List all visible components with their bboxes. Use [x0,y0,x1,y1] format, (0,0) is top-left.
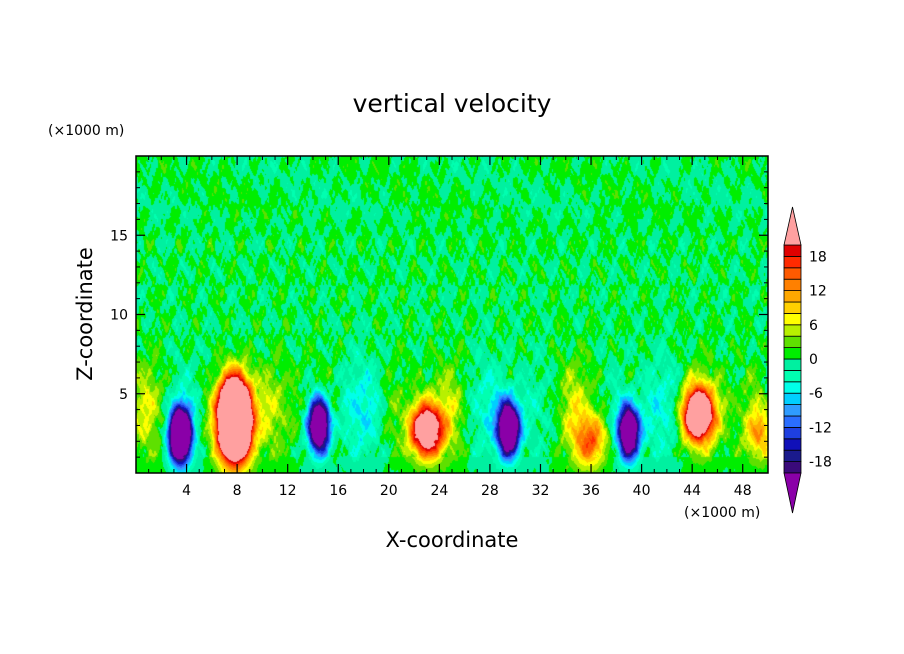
colorbar-bin [783,438,802,451]
x-tick-label: 4 [182,483,191,499]
colorbar-bin [783,461,802,474]
colorbar-bin [783,244,802,257]
colorbar-tick-label: -6 [809,386,823,402]
contour-field [136,156,768,473]
colorbar-bin [783,369,802,383]
colorbar-bin [783,301,802,314]
x-tick-label: 40 [633,483,651,499]
x-tick-label: 48 [734,483,752,499]
x-tick-label: 16 [329,483,347,499]
contour-field-image [136,156,768,473]
colorbar-bin [783,278,802,292]
x-axis-ticks: 4 8 12 16 20 24 28 32 36 40 44 48 [148,156,756,499]
colorbar-bin [783,335,802,349]
x-axis-label: X-coordinate [386,528,519,552]
colorbar-bin [783,415,802,428]
colorbar-bin [783,290,802,303]
colorbar-bin [783,324,802,337]
colorbar-bin [783,381,802,394]
y-axis-label: Z-coordinate [73,247,97,381]
colorbar-tick-label: -12 [809,420,832,436]
y-unit-label: (×1000 m) [48,123,124,139]
colorbar-under-triangle [783,472,802,514]
colorbar-bin [783,392,802,406]
y-tick-label: 5 [119,387,128,403]
colorbar-bin [783,255,802,269]
colorbar-bin [783,426,802,440]
colorbar-bin [783,404,802,417]
colorbar-tick-label: 0 [809,352,818,368]
y-axis-ticks: 5 10 15 [110,171,768,458]
x-tick-label: 36 [582,483,600,499]
x-tick-label: 32 [532,483,550,499]
colorbar-bin [783,312,802,326]
colorbar-bin [783,358,802,371]
x-tick-label: 8 [233,483,242,499]
x-tick-label: 20 [380,483,398,499]
chart-title: vertical velocity [353,89,552,118]
x-unit-label: (×1000 m) [684,505,760,521]
colorbar-bin [783,449,802,463]
x-tick-label: 24 [430,483,448,499]
colorbar: -18 -12 -6 0 6 12 18 [783,206,832,514]
x-tick-label: 28 [481,483,499,499]
y-tick-label: 15 [110,228,128,244]
y-tick-label: 10 [110,308,128,324]
x-tick-label: 12 [279,483,297,499]
colorbar-bin [783,347,802,360]
colorbar-tick-label: 12 [809,284,827,300]
colorbar-tick-label: 18 [809,249,827,265]
colorbar-tick-label: 6 [809,318,818,334]
colorbar-over-triangle [783,206,802,246]
x-tick-label: 44 [683,483,701,499]
colorbar-tick-label: -18 [809,455,832,471]
colorbar-bin [783,267,802,280]
